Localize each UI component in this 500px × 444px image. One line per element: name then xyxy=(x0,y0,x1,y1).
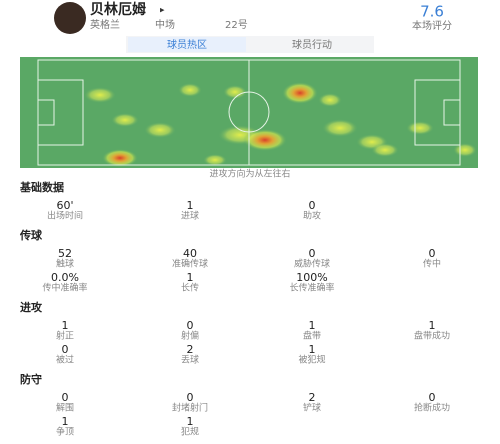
stat-label: 盘带 xyxy=(303,330,321,342)
stat-label: 长传准确率 xyxy=(289,282,334,294)
stat-value: 1 xyxy=(309,319,316,332)
stat-value: 1 xyxy=(62,415,69,428)
stat-label: 长传 xyxy=(181,282,199,294)
stat-value: 52 xyxy=(58,247,72,260)
stat-label: 被犯规 xyxy=(298,354,325,366)
stat-value: 0 xyxy=(309,199,316,212)
heat-blob xyxy=(282,82,318,104)
stat-label: 触球 xyxy=(56,258,74,270)
stat-label: 解围 xyxy=(56,402,74,414)
heat-blob xyxy=(144,122,176,138)
stat-label: 传中准确率 xyxy=(42,282,87,294)
stat-label: 抢断成功 xyxy=(414,402,450,414)
stat-value: 0 xyxy=(429,391,436,404)
team: 英格兰 xyxy=(90,18,120,31)
stat-label: 射正 xyxy=(56,330,74,342)
stat-value: 100% xyxy=(296,271,327,284)
stat-label: 被过 xyxy=(56,354,74,366)
stat-label: 盘带成功 xyxy=(414,330,450,342)
tab-selected-bg xyxy=(128,37,246,52)
avatar xyxy=(54,2,86,34)
stat-label: 助攻 xyxy=(303,210,321,222)
section-title: 传球 xyxy=(19,228,43,242)
stat-value: 2 xyxy=(187,343,194,356)
heat-blob xyxy=(111,113,139,127)
pitch xyxy=(20,57,478,168)
rating: 7.6 xyxy=(420,3,444,21)
stat-value: 1 xyxy=(187,271,194,284)
tab[interactable]: 球员行动 xyxy=(292,38,332,51)
heat-blob xyxy=(203,154,227,166)
stat-value: 0 xyxy=(187,319,194,332)
stat-label: 传中 xyxy=(423,258,441,270)
stat-value: 0 xyxy=(309,247,316,260)
heat-blob xyxy=(178,83,202,97)
heat-blob xyxy=(318,93,342,107)
stat-label: 铲球 xyxy=(303,402,321,414)
stat-value: 1 xyxy=(187,199,194,212)
heat-blob xyxy=(243,129,287,151)
heat-blob xyxy=(84,87,116,103)
stat-value: 0 xyxy=(429,247,436,260)
heat-blob xyxy=(453,143,477,157)
stat-label: 准确传球 xyxy=(172,258,208,270)
stat-value: 2 xyxy=(309,391,316,404)
stat-value: 0 xyxy=(187,391,194,404)
number: 22号 xyxy=(225,19,248,31)
heat-blob xyxy=(223,85,247,99)
heatmap-caption: 进攻方向为从左往右 xyxy=(209,168,290,180)
stat-label: 威胁传球 xyxy=(294,258,330,270)
heat-blob xyxy=(371,143,399,157)
heat-blob xyxy=(102,149,138,167)
stat-label: 犯规 xyxy=(181,427,199,438)
stat-value: 0.0% xyxy=(51,271,79,284)
heat-blob xyxy=(322,119,358,137)
rating-label: 本场评分 xyxy=(412,19,452,32)
stat-label: 进球 xyxy=(181,210,199,222)
stat-value: 60' xyxy=(56,199,73,212)
stat-label: 丢球 xyxy=(181,354,199,366)
tab[interactable]: 球员热区 xyxy=(167,38,207,51)
icon[interactable]: ▸ xyxy=(160,6,165,16)
heat-blob xyxy=(406,121,434,135)
stat-value: 0 xyxy=(62,343,69,356)
section-title: 防守 xyxy=(20,372,42,386)
stat-value: 1 xyxy=(309,343,316,356)
stat-value: 0 xyxy=(62,391,69,404)
stat-label: 封堵射门 xyxy=(172,402,208,414)
position: 中场 xyxy=(155,18,175,31)
stat-label: 出场时间 xyxy=(47,210,83,222)
section-title: 进攻 xyxy=(20,300,43,314)
stat-label: 争顶 xyxy=(56,426,74,438)
stat-value: 1 xyxy=(62,319,69,332)
stat-value: 40 xyxy=(183,247,197,260)
stat-value: 1 xyxy=(429,319,436,332)
stat-value: 1 xyxy=(187,415,194,428)
player-name: 贝林厄姆 xyxy=(90,1,146,18)
stat-label: 射偏 xyxy=(181,330,199,342)
section-title: 基础数据 xyxy=(19,180,64,194)
